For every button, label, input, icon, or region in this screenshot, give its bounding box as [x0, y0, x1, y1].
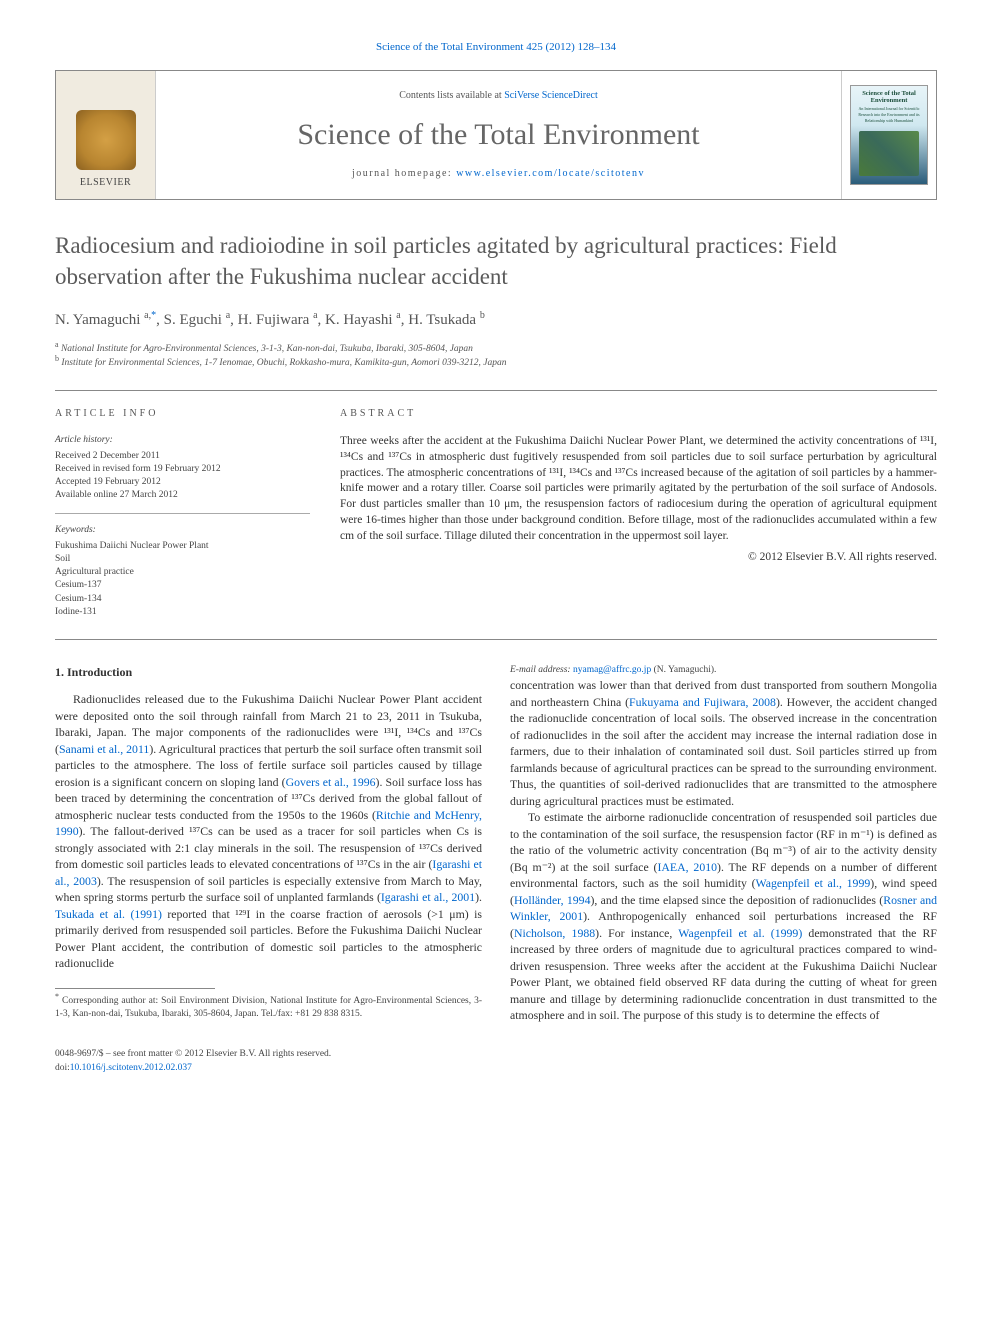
email-footnote: E-mail address: nyamag@affrc.go.jp (N. Y…	[510, 664, 937, 677]
affiliation-list: a National Institute for Agro-Environmen…	[55, 342, 937, 371]
article-info-col: ARTICLE INFO Article history: Received 2…	[55, 407, 310, 619]
cover-thumb-block: Science of the Total Environment An Inte…	[841, 71, 936, 199]
front-matter-line: 0048-9697/$ – see front matter © 2012 El…	[55, 1048, 331, 1062]
body-paragraph: Radionuclides released due to the Fukush…	[55, 691, 482, 972]
page-footer: 0048-9697/$ – see front matter © 2012 El…	[55, 1048, 937, 1076]
keywords-head: Keywords:	[55, 524, 310, 538]
keyword-item: Soil	[55, 553, 310, 566]
page-header-citation: Science of the Total Environment 425 (20…	[55, 40, 937, 56]
article-info-abstract-row: ARTICLE INFO Article history: Received 2…	[55, 390, 937, 640]
body-paragraph: concentration was lower than that derive…	[510, 677, 937, 809]
affiliation-a: a National Institute for Agro-Environmen…	[55, 342, 937, 356]
body-columns: 1. Introduction Radionuclides released d…	[55, 664, 937, 1024]
email-link[interactable]: nyamag@affrc.go.jp	[573, 665, 651, 675]
body-paragraph: To estimate the airborne radionuclide co…	[510, 809, 937, 1024]
article-history-block: Article history: Received 2 December 201…	[55, 434, 310, 514]
keyword-item: Fukushima Daiichi Nuclear Power Plant	[55, 540, 310, 553]
journal-title: Science of the Total Environment	[297, 113, 699, 157]
keyword-item: Iodine-131	[55, 606, 310, 619]
contents-available-line: Contents lists available at SciVerse Sci…	[399, 89, 598, 104]
journal-cover-thumbnail: Science of the Total Environment An Inte…	[850, 85, 928, 185]
publisher-logo-block: ELSEVIER	[56, 71, 156, 199]
article-info-label: ARTICLE INFO	[55, 407, 310, 422]
abstract-col: ABSTRACT Three weeks after the accident …	[340, 407, 937, 619]
article-title: Radiocesium and radioiodine in soil part…	[55, 230, 937, 292]
journal-homepage-line: journal homepage: www.elsevier.com/locat…	[352, 167, 645, 182]
doi-link[interactable]: 10.1016/j.scitotenv.2012.02.037	[70, 1063, 192, 1073]
page-header-citation-link[interactable]: Science of the Total Environment 425 (20…	[376, 41, 616, 53]
affiliation-b: b Institute for Environmental Sciences, …	[55, 356, 937, 370]
footnote-rule	[55, 988, 215, 989]
article-history-head: Article history:	[55, 434, 310, 448]
cover-image-icon	[859, 131, 919, 176]
masthead-center: Contents lists available at SciVerse Sci…	[156, 71, 841, 199]
doi-line: doi:10.1016/j.scitotenv.2012.02.037	[55, 1062, 331, 1076]
keyword-item: Cesium-137	[55, 579, 310, 592]
journal-homepage-link[interactable]: www.elsevier.com/locate/scitotenv	[456, 168, 645, 179]
abstract-text: Three weeks after the accident at the Fu…	[340, 434, 937, 545]
history-online: Available online 27 March 2012	[55, 489, 310, 502]
elsevier-tree-icon	[76, 110, 136, 170]
history-revised: Received in revised form 19 February 201…	[55, 463, 310, 476]
history-accepted: Accepted 19 February 2012	[55, 476, 310, 489]
sciencedirect-link[interactable]: SciVerse ScienceDirect	[504, 90, 598, 101]
author-list: N. Yamaguchi a,*, S. Eguchi a, H. Fujiwa…	[55, 310, 937, 332]
keyword-item: Agricultural practice	[55, 566, 310, 579]
section-heading-introduction: 1. Introduction	[55, 664, 482, 681]
footer-left: 0048-9697/$ – see front matter © 2012 El…	[55, 1048, 331, 1076]
keyword-item: Cesium-134	[55, 593, 310, 606]
journal-masthead: ELSEVIER Contents lists available at Sci…	[55, 70, 937, 200]
keywords-block: Keywords: Fukushima Daiichi Nuclear Powe…	[55, 524, 310, 620]
elsevier-label: ELSEVIER	[80, 176, 131, 191]
abstract-copyright: © 2012 Elsevier B.V. All rights reserved…	[340, 549, 937, 566]
corresponding-author-footnote: * Corresponding author at: Soil Environm…	[55, 995, 482, 1021]
abstract-label: ABSTRACT	[340, 407, 937, 422]
history-received: Received 2 December 2011	[55, 450, 310, 463]
